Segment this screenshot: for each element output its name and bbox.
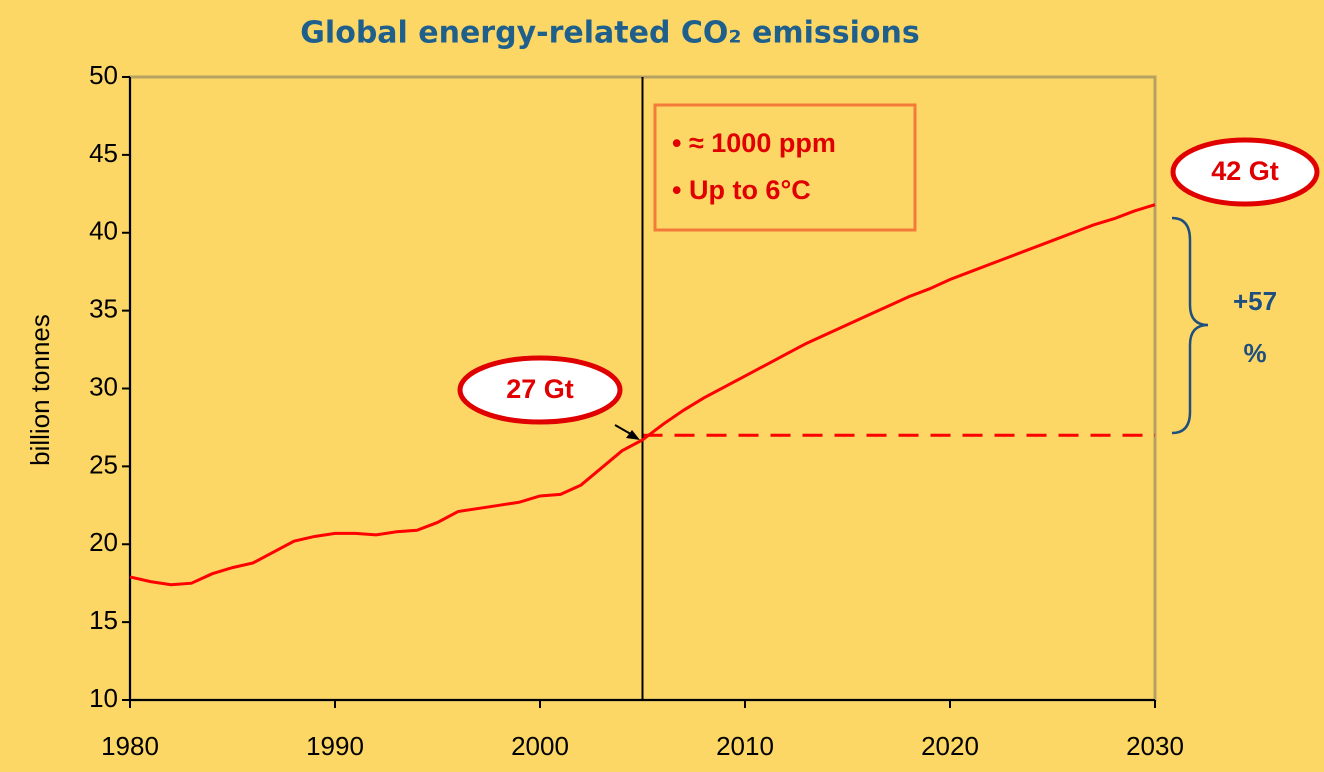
y-tick-label: 25 bbox=[89, 449, 118, 479]
y-tick-label: 20 bbox=[89, 527, 118, 557]
x-tick-label: 2000 bbox=[511, 731, 569, 761]
arrow-head bbox=[626, 430, 640, 440]
x-tick-label: 2010 bbox=[716, 731, 774, 761]
annotation-box bbox=[653, 103, 917, 232]
x-tick-label: 2020 bbox=[921, 731, 979, 761]
y-tick-label: 15 bbox=[89, 605, 118, 635]
brace bbox=[1171, 216, 1209, 435]
callout-label: 27 Gt bbox=[506, 374, 574, 404]
y-tick-label: 50 bbox=[89, 60, 118, 90]
y-tick-label: 35 bbox=[89, 294, 118, 324]
line bbox=[129, 203, 1156, 587]
y-tick-label: 45 bbox=[89, 138, 118, 168]
annotation-text: • Up to 6°C bbox=[672, 175, 811, 205]
plot: 10 15 20 25 30 35 40 45 50 1980 1990 2000 2010 2020 20… bbox=[89, 60, 1184, 761]
callout bbox=[457, 355, 623, 425]
annotation-text: • ≈ 1000 ppm bbox=[672, 128, 836, 158]
y-tick-label: 40 bbox=[89, 216, 118, 246]
y-tick-label: 10 bbox=[89, 683, 118, 713]
change-label: % bbox=[1243, 338, 1266, 368]
x-tick-label: 1980 bbox=[101, 731, 159, 761]
x-tick-label: 1990 bbox=[306, 731, 364, 761]
x-tick-label: 2030 bbox=[1126, 731, 1184, 761]
y-axis-label: billion tonnes bbox=[25, 314, 55, 466]
callout bbox=[1170, 137, 1320, 207]
y-tick-label: 30 bbox=[89, 371, 118, 401]
chart-title: Global energy-related CO₂ emissions bbox=[300, 16, 919, 51]
change-label: +57 bbox=[1233, 286, 1277, 316]
callout-label: 42 Gt bbox=[1211, 156, 1279, 186]
